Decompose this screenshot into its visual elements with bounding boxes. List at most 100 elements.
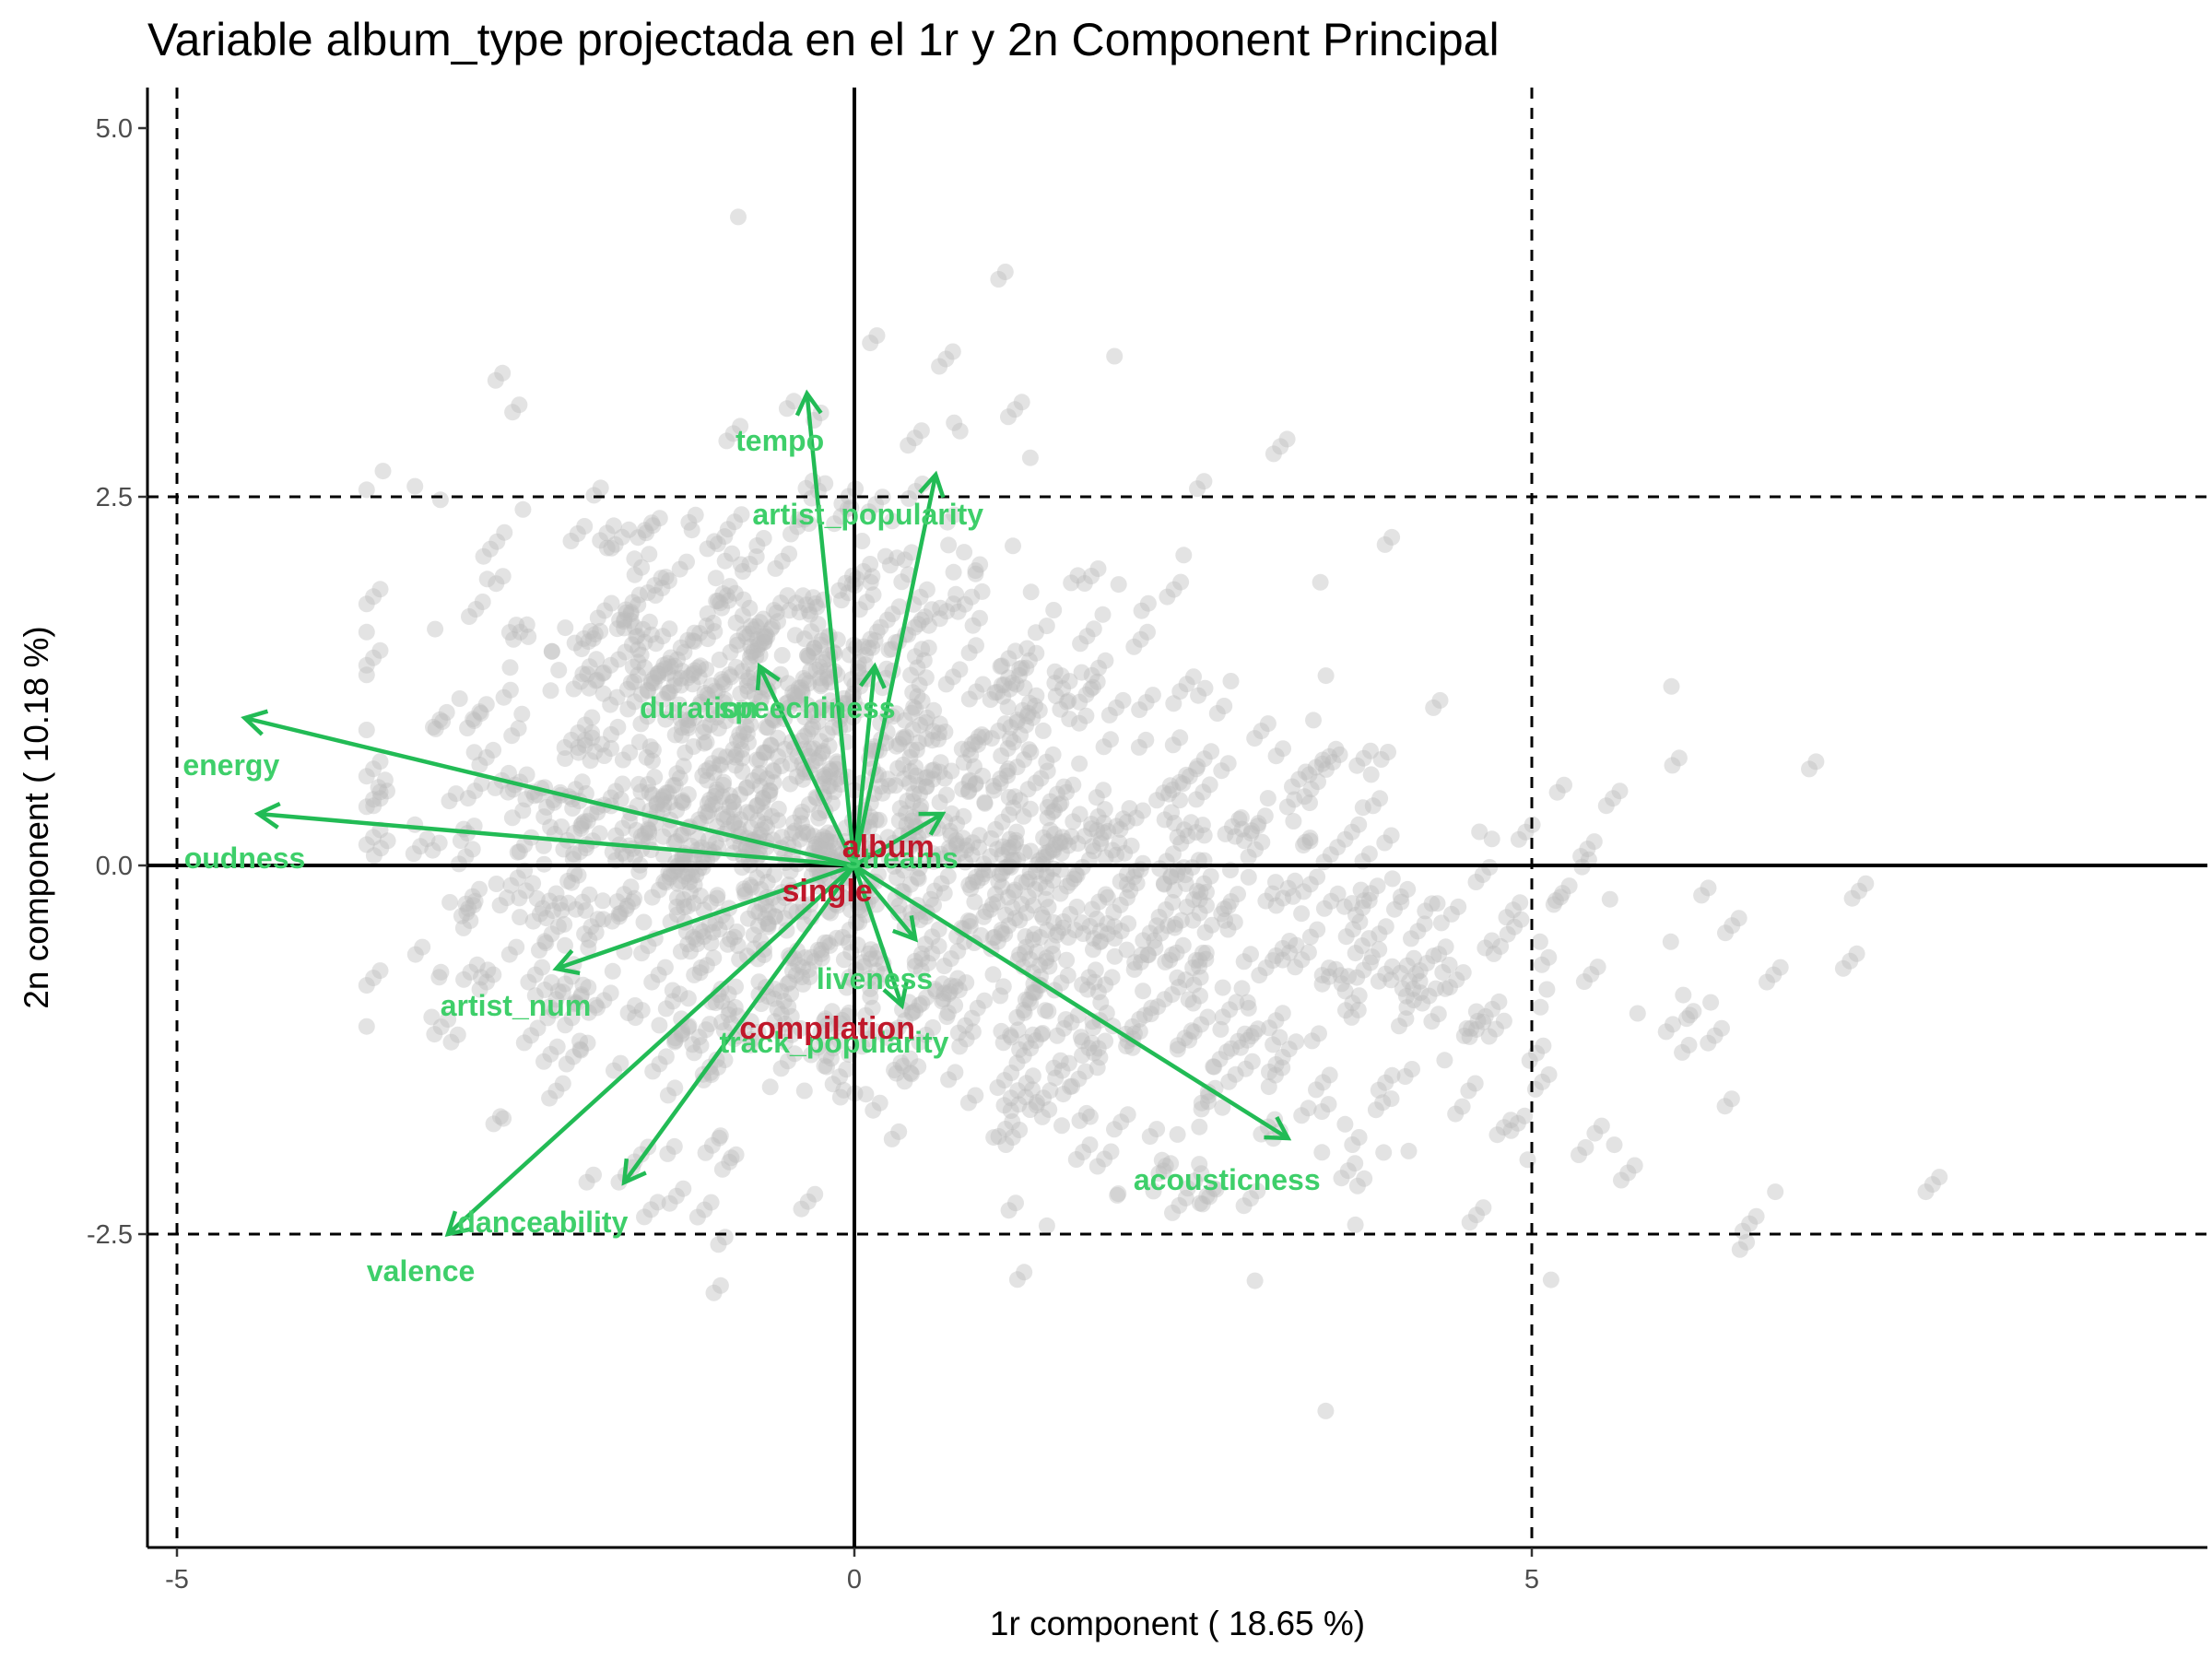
data-point [1097,976,1114,994]
data-point [1454,964,1472,982]
data-point [860,945,877,962]
data-point [793,1200,810,1218]
data-point [558,1055,575,1073]
data-point [679,898,697,915]
data-point [904,1004,922,1021]
data-point [1076,828,1093,845]
data-point [716,676,733,693]
data-point [894,1001,911,1018]
data-point [867,496,885,513]
data-point [576,925,594,943]
data-point [651,881,667,899]
data-point [807,661,825,678]
data-point [574,976,592,994]
data-point [1626,1157,1643,1174]
data-point [1010,666,1028,684]
data-point [735,625,753,642]
data-point [426,1026,443,1043]
data-point [1047,688,1065,705]
data-point [554,1075,571,1092]
data-point [1516,1107,1534,1124]
data-point [818,1017,836,1034]
data-point [1053,974,1070,992]
data-point [732,811,749,829]
data-point [837,574,854,592]
data-point [459,790,477,807]
data-point [803,721,820,737]
data-point [1242,1028,1260,1045]
data-point [542,682,559,700]
data-point [835,889,853,907]
data-point [622,878,640,896]
data-point [786,822,804,840]
data-point [833,888,851,905]
data-point [724,545,741,562]
data-point [831,1088,849,1106]
data-point [1317,760,1335,778]
data-point [1100,822,1116,840]
data-point [575,629,593,647]
data-point [1017,928,1034,946]
data-point [938,1008,956,1026]
data-point [1702,994,1720,1011]
data-point [985,1129,1003,1147]
data-point [733,506,750,524]
data-point [1083,666,1100,684]
data-point [884,606,901,623]
data-point [658,784,676,802]
data-point [1405,980,1422,997]
data-point [1002,730,1018,747]
data-point [711,747,728,765]
data-point [1542,1271,1559,1288]
data-point [1131,1010,1148,1028]
data-point [768,604,785,621]
data-point [1059,967,1077,984]
data-point [789,688,806,705]
data-point [406,477,424,495]
data-point [464,888,481,905]
data-point [960,877,978,893]
data-point [1135,854,1152,872]
data-point [624,893,641,911]
data-point [866,632,884,649]
data-point [779,587,796,605]
data-point [968,683,985,700]
data-point [1321,968,1337,985]
data-point [1008,1054,1026,1072]
data-point [1488,1020,1504,1038]
data-point [848,571,865,587]
data-point [534,959,551,976]
data-point [622,674,640,691]
data-point [1228,994,1245,1011]
data-point [686,633,703,650]
data-point [542,1045,559,1063]
data-point [716,1052,734,1069]
data-point [1144,687,1161,704]
data-point [1039,809,1056,827]
variable-label: energy [182,748,279,782]
data-point [1045,602,1063,618]
data-point [593,735,610,753]
data-point [989,893,1006,911]
data-point [1264,885,1281,902]
data-point [1321,747,1338,765]
data-point [1088,822,1106,839]
data-point [1077,1063,1094,1080]
data-point [699,686,716,703]
data-point [572,988,590,1006]
data-point [738,804,756,821]
data-point [594,911,612,928]
data-point [358,656,375,674]
data-point [1216,900,1233,918]
data-point [939,867,957,885]
data-point [951,422,969,440]
data-point [1665,1016,1681,1033]
data-point [1198,897,1215,914]
data-point [718,587,735,605]
data-point [724,794,742,811]
data-point [1007,831,1025,849]
data-point [496,524,513,541]
data-point [1196,679,1214,697]
data-point [917,713,935,731]
data-point [806,594,824,612]
